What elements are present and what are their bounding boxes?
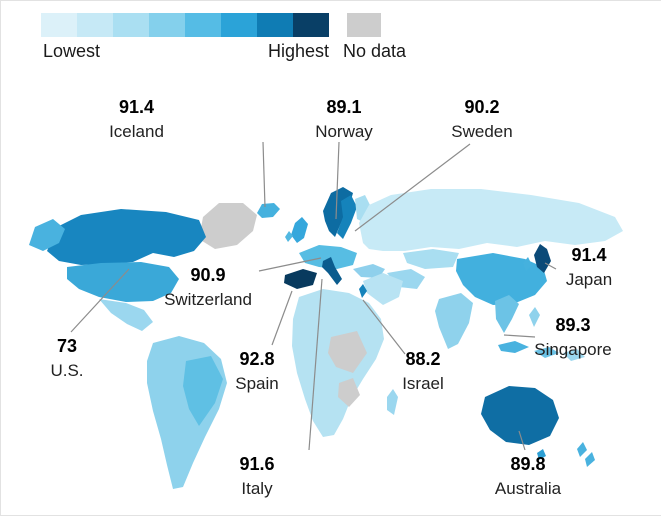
region-india [435,293,473,349]
region-southeast-asia [495,295,519,333]
legend-swatch-6 [221,13,257,37]
region-indonesia-east [534,347,559,358]
annotation-israel-value: 88.2 [405,349,441,369]
annotation-israel-name: Israel [402,374,444,394]
annotation-norway-name: Norway [315,122,373,142]
region-madagascar [387,389,398,415]
connector-line-singapore [503,334,536,338]
annotation-sweden: 90.2 Sweden [423,95,541,144]
region-sweden [337,195,357,239]
region-us [67,262,179,302]
annotation-switzerland: 90.9 Switzerland [139,263,277,312]
legend-swatch-5 [185,13,221,37]
annotation-italy: 91.6 Italy [209,452,305,501]
connector-line-switzerland [258,257,322,272]
region-new-zealand-south [585,452,595,467]
region-spain [284,269,317,289]
region-indonesia-west [498,341,529,353]
annotation-norway: 89.1 Norway [288,95,400,144]
annotation-switzerland-value: 90.9 [190,265,226,285]
annotation-iceland-name: Iceland [109,122,164,142]
legend-color-ramp [41,13,329,37]
region-italy [322,257,342,285]
region-central-asia [403,249,459,269]
legend-swatch-1 [41,13,77,37]
legend-label-lowest: Lowest [43,41,101,61]
connector-line-israel [362,299,406,355]
legend-label-no-data: No data [343,41,407,61]
annotation-israel: 88.2 Israel [375,347,471,396]
region-china [456,253,547,305]
annotation-italy-value: 91.6 [239,454,275,474]
legend-swatch-no-data [347,13,381,37]
connector-line-australia [518,430,526,451]
annotation-iceland: 91.4 Iceland [79,95,194,144]
region-korea [523,257,532,271]
annotation-spain-value: 92.8 [239,349,275,369]
region-middle-east [363,273,403,305]
annotation-singapore: 89.3 Singapore [509,313,637,362]
annotation-italy-name: Italy [241,479,273,499]
region-tasmania [537,449,546,460]
region-alaska [29,219,65,251]
connector-line-italy [308,278,323,451]
connector-line-japan [544,262,557,270]
connector-line-us [70,268,130,333]
annotation-us-value: 73 [56,336,78,356]
annotation-spain: 92.8 Spain [209,347,305,396]
annotation-australia: 89.8 Australia [469,452,587,501]
region-new-zealand-north [577,442,587,457]
region-africa-no-data-1 [328,331,367,373]
annotation-japan: 91.4 Japan [539,243,639,292]
legend-swatch-2 [77,13,113,37]
region-canada [47,209,206,265]
region-australia [481,386,559,445]
annotation-us: 73 U.S. [31,334,103,383]
annotation-singapore-name: Singapore [534,340,612,360]
connector-line-spain [271,290,293,346]
annotation-switzerland-name: Switzerland [164,290,252,310]
region-russia [359,189,623,251]
annotation-us-name: U.S. [50,361,84,381]
annotation-norway-value: 89.1 [326,97,362,117]
annotation-australia-value: 89.8 [510,454,546,474]
annotation-iceland-value: 91.4 [118,97,155,117]
annotation-sweden-value: 90.2 [464,97,500,117]
region-turkey [353,264,385,278]
region-ireland [285,231,293,242]
legend-swatch-3 [113,13,149,37]
region-africa-no-data-2 [338,378,360,407]
region-png [563,349,585,361]
annotation-spain-name: Spain [235,374,279,394]
annotation-singapore-value: 89.3 [555,315,591,335]
legend-swatch-8 [293,13,329,37]
connector-line-sweden [354,143,471,232]
annotation-japan-value: 91.4 [571,245,607,265]
region-iceland [257,203,280,218]
region-europe-mainland [299,245,357,269]
annotation-sweden-name: Sweden [451,122,513,142]
annotation-japan-name: Japan [565,270,613,290]
legend-swatch-4 [149,13,185,37]
region-japan [534,244,551,273]
region-israel [359,284,367,298]
annotation-australia-name: Australia [494,479,562,499]
connector-line-iceland [262,141,266,208]
region-brazil [183,356,223,426]
region-greenland [199,203,257,249]
legend-label-highest: Highest [267,41,329,61]
region-philippines [529,307,540,327]
region-uk [291,217,308,243]
region-mexico [99,299,153,331]
connector-line-norway [335,141,340,220]
legend-swatch-7 [257,13,293,37]
